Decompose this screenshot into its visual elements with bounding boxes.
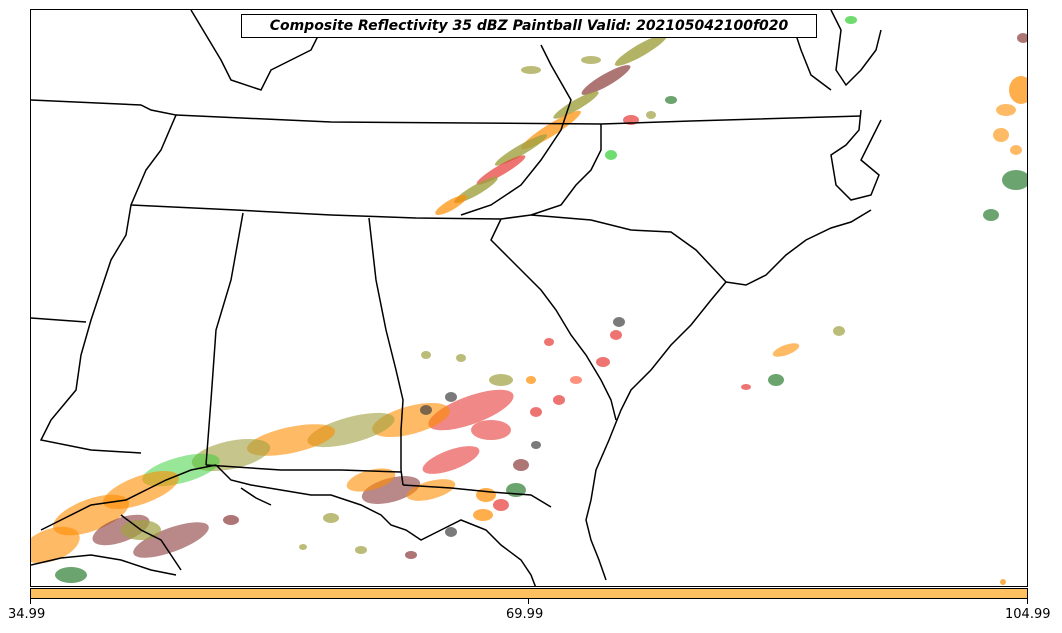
paintball-layer: [31, 15, 1027, 585]
colorbar-tick-label-right: 104.99: [1005, 607, 1051, 622]
colorbar-tick-label-left: 34.99: [8, 607, 46, 622]
map-title: Composite Reflectivity 35 dBZ Paintball …: [241, 14, 817, 38]
map-panel: [30, 9, 1028, 587]
state-boundaries: [31, 10, 882, 586]
colorbar-tick-left: [30, 599, 31, 604]
colorbar-tick-right: [1027, 599, 1028, 604]
colorbar-tick-label-middle: 69.99: [506, 607, 544, 622]
colorbar: [30, 588, 1028, 599]
map-canvas: [31, 10, 1027, 586]
colorbar-tick-middle: [528, 599, 529, 604]
